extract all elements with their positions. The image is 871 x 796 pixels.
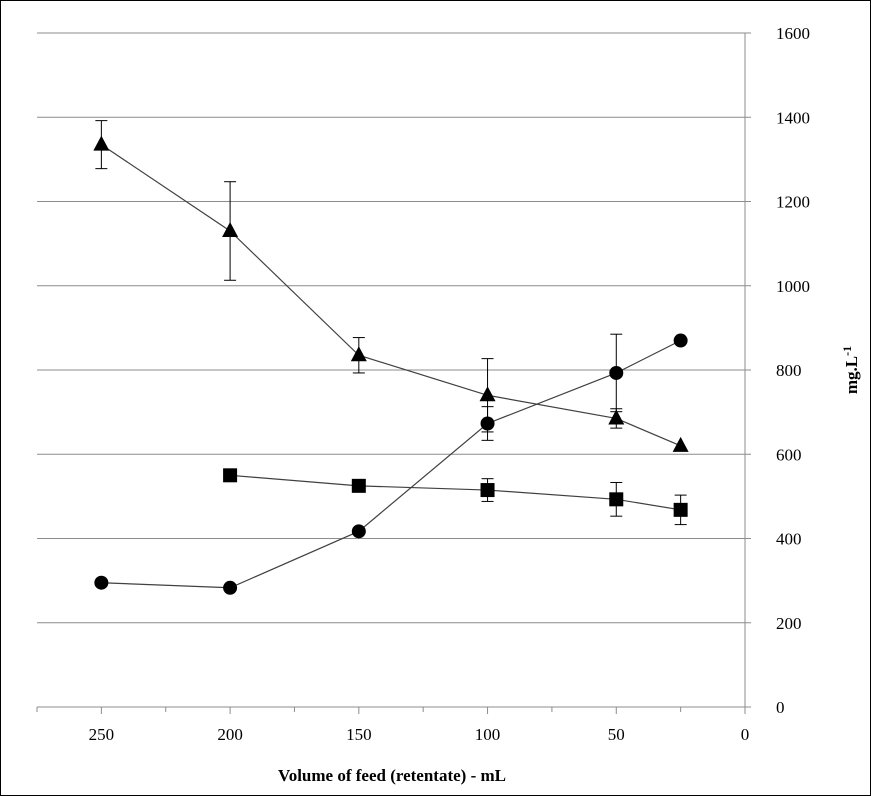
x-tick-labels: 250 200 150 100 50 0 xyxy=(89,725,750,744)
square-marker xyxy=(480,483,495,498)
y-tick-label: 1200 xyxy=(776,193,810,212)
y-tick-label: 0 xyxy=(776,698,785,717)
circle-marker xyxy=(223,580,238,595)
circle-marker xyxy=(609,365,624,380)
y-tick-label: 400 xyxy=(776,530,802,549)
y-tick-label: 600 xyxy=(776,445,802,464)
triangle-marker xyxy=(350,346,367,362)
gridlines xyxy=(37,32,745,624)
x-tick-label: 0 xyxy=(741,725,750,744)
series-group xyxy=(93,120,689,595)
square-marker xyxy=(609,492,624,507)
y-tick-label: 1000 xyxy=(776,277,810,296)
x-axis-title: Volume of feed (retentate) - mL xyxy=(278,766,506,785)
x-tick-label: 100 xyxy=(475,725,501,744)
x-tick-label: 200 xyxy=(217,725,243,744)
y-axis-title-sup: -1 xyxy=(840,346,854,356)
square-marker xyxy=(673,502,688,517)
triangle-marker xyxy=(672,436,689,452)
triangle-marker xyxy=(222,221,239,237)
circle-marker xyxy=(673,333,688,348)
axes xyxy=(36,32,751,714)
x-tick-label: 50 xyxy=(608,725,625,744)
x-tick-label: 250 xyxy=(89,725,115,744)
y-tick-label: 800 xyxy=(776,361,802,380)
circle-marker xyxy=(480,416,495,431)
y-tick-label: 1400 xyxy=(776,108,810,127)
triangle-marker xyxy=(93,135,110,151)
square-marker xyxy=(351,478,366,493)
circle-marker xyxy=(351,524,366,539)
circle-series-line xyxy=(101,339,681,589)
y-axis-title-main: mg.L xyxy=(842,356,861,394)
triangle-marker xyxy=(479,386,496,402)
y-tick-labels: 0 200 400 600 800 1000 1200 1400 1600 xyxy=(776,24,810,717)
triangle-marker xyxy=(608,409,625,425)
square-marker xyxy=(223,468,238,483)
circle-marker xyxy=(94,575,109,590)
x-tick-label: 150 xyxy=(346,725,372,744)
y-tick-label: 200 xyxy=(776,614,802,633)
y-axis-title: mg.L-1 xyxy=(840,346,861,394)
triangle-series-line xyxy=(101,144,681,447)
y-tick-label: 1600 xyxy=(776,24,810,43)
